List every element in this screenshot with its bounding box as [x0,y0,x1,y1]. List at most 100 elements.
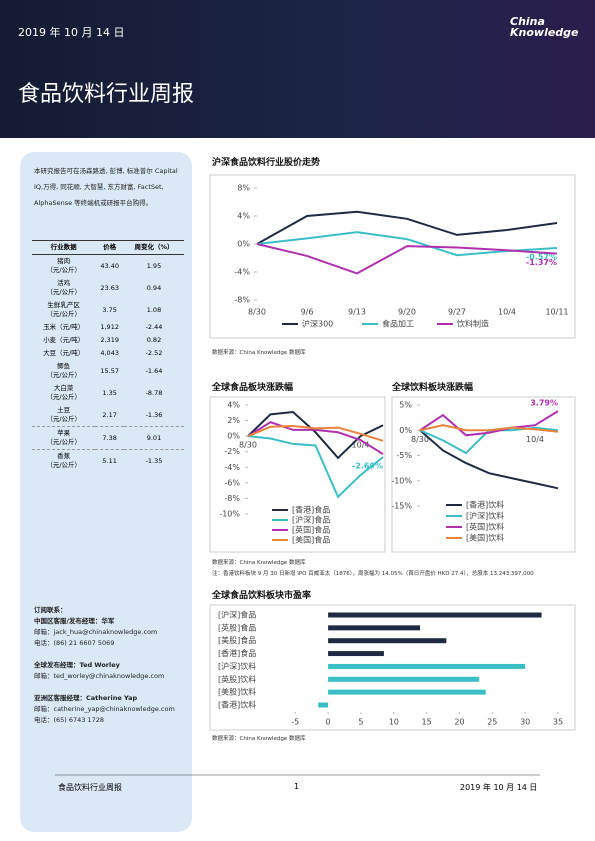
series-line [419,429,559,490]
cell: 3.75 [102,305,117,314]
row: 猪肉 （元/公斤） 43.40 1.95 [32,255,184,278]
x-tick-label: 0 [326,718,331,727]
legend-label: 食品加工 [382,319,414,329]
series-line [419,410,559,437]
cell: 1.95 [146,261,162,270]
x-tick-label: -5 [291,718,299,727]
contacts: 订阅联系： 中国区客服/发布经理：华军 邮箱：jack_hua@chinaknowl… [34,605,175,726]
chart-title: 沪深食品饮料行业股价走势 [212,158,321,168]
value-label: -0.57% [526,252,557,261]
row: 大白菜 （元/公斤） 1.35 -8.78 [32,382,184,404]
cell: 小麦（元/吨） [32,334,95,347]
table: 行业数据 价格 周变化（%） 猪肉 （元/公斤） 43.40 1.95 活鸡 （元/公斤） 23.… [32,240,184,472]
cell: 0.94 [146,283,162,292]
legend-label: 沪深300 [302,319,333,329]
y-tick-label: -4% [234,268,250,277]
cell: 鲫鱼 （元/公斤） [32,360,95,382]
row: 香蕉 （元/公斤） 5.11 -1.35 [32,450,184,473]
footer-right: 2019 年 10 月 14 日 [460,783,538,792]
y-tick-label: 2% [227,416,240,425]
header-row: 行业数据 价格 周变化（%） [32,240,184,255]
page-number: 1 [294,782,300,791]
contact-line: 邮箱：jack_hua@chinaknowledge.com [34,628,158,636]
source: 数据来源：China Knowledge 数据库 [212,350,306,356]
series-line [247,435,384,499]
item-name: 香蕉 [57,452,71,460]
column-header: 行业数据 [32,240,96,255]
x-tick-label: 8/30 [248,308,266,317]
cell: 土豆 （元/公斤） [32,404,96,427]
row: 鲫鱼 （元/公斤） 15.57 -1.64 [32,360,184,382]
y-tick-label: 4% [227,401,240,410]
cell: -1.36 [123,404,184,427]
source: 数据来源：China Knowledge 数据库 [212,560,306,566]
cell: -2.52 [145,349,163,357]
contact-line: 邮箱：ted_worley@chinaknowledge.com [34,672,165,680]
column-header: 价格 [95,240,124,255]
footer-left: 食品饮料行业周报 [58,783,122,792]
chart-frame [209,396,386,553]
value-label: -1.37% [526,258,557,267]
note: 注：香港饮料板块 9 月 30 日新增 IPO 百威亚太（1876），周涨幅为 … [212,571,534,577]
cell: 2,319 [100,336,119,344]
cell: 0.82 [146,336,162,344]
row: 小麦（元/吨） 2,319 0.82 [32,334,184,347]
cell: 大豆（元/吨） [32,347,95,360]
cell: 15.57 [100,366,119,375]
cell: 1.35 [102,388,117,397]
contact-line: 电话：(65) 6743 1728 [34,716,105,724]
y-tick-label: 8% [237,184,250,193]
cell: 4,043 [100,349,119,357]
row: 活鸡 （元/公斤） 23.63 0.94 [32,277,184,299]
legend-label: [沪深]食品 [292,515,330,525]
item-name: 鲫鱼 [57,362,71,370]
value-label: -2.69% [352,462,383,471]
y-tick-label: 0% [399,426,412,435]
date: 2019 年 10 月 14 日 [18,26,125,39]
legend-label: [美国]饮料 [466,533,504,543]
x-tick-label: 8/30 [239,441,257,450]
item-unit: （元/公斤） [46,288,82,296]
x-tick-label: 10/4 [498,308,516,317]
y-tick-label: 0% [227,432,240,441]
contact-title: 全球发布经理：Ted Worley [34,661,120,669]
cell: 香蕉 （元/公斤） [32,450,95,473]
bar [328,689,486,695]
chart-title: 全球食品板块涨跌幅 [212,383,294,393]
y-tick-label: -10% [219,510,240,519]
category-label: [香港]食品 [218,648,256,658]
category-label: [美股]饮料 [218,687,256,697]
legend-label: [美国]食品 [292,535,330,545]
category-label: [英股]食品 [218,622,256,632]
series-line [247,425,384,442]
x-tick-label: 9/27 [448,308,466,317]
x-tick-label: 25 [487,718,497,727]
cell: 活鸡 （元/公斤） [32,277,95,299]
contact-title: 中国区客服/发布经理：华军 [34,617,115,625]
bar [328,612,542,618]
legend-label: [英国]饮料 [466,522,504,532]
series-line [256,243,558,275]
logo: China Knowledge [510,16,579,38]
legend-label: [香港]饮料 [466,500,504,510]
series-line [419,424,559,433]
item-name: 玉米（元/吨） [43,323,85,331]
row: 生鲜乳产区 （元/公斤） 3.75 1.08 [32,299,184,321]
cell: 苹果 （元/公斤） [32,426,96,450]
row: 玉米（元/吨） 1,912 -2.44 [32,321,184,334]
item-unit: （元/公斤） [46,415,82,423]
y-tick-label: -8% [224,494,240,503]
y-tick-label: 4% [237,212,250,221]
category-label: [美股]食品 [218,635,256,645]
sidebar-box [20,152,192,832]
legend-label: 饮料制造 [457,319,489,329]
cell: 43.40 [100,261,119,270]
item-name: 大白菜 [53,384,74,392]
cell: 1,912 [100,323,119,331]
item-name: 活鸡 [57,279,71,287]
x-tick-label: 5 [358,718,363,727]
bar [318,702,329,708]
bar [328,625,421,631]
bar [328,651,384,657]
